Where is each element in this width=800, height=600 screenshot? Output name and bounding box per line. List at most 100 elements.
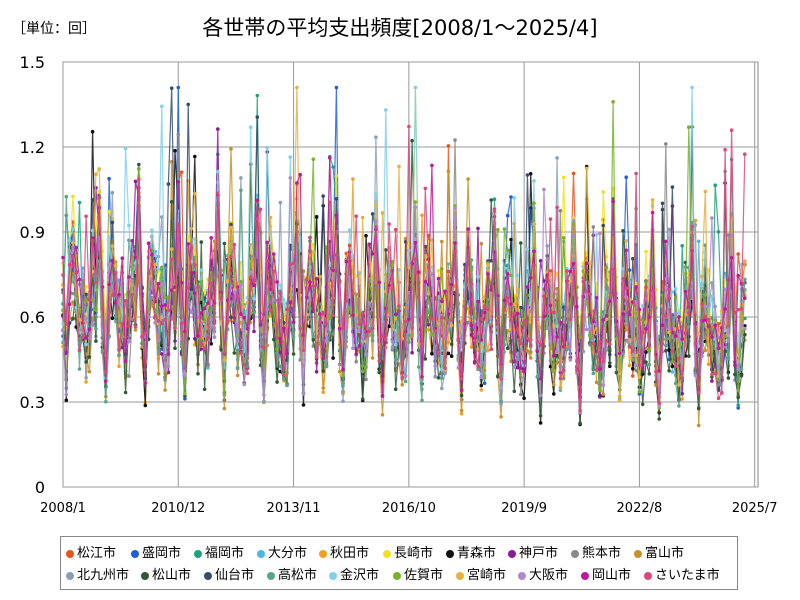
data-point: [120, 324, 125, 328]
data-point: [403, 374, 408, 378]
data-point: [393, 342, 398, 347]
data-point: [71, 254, 75, 259]
data-point: [710, 216, 714, 220]
data-point: [555, 156, 559, 160]
legend-item: 大阪市: [518, 564, 568, 583]
data-point: [321, 356, 326, 361]
data-point: [598, 395, 602, 399]
data-point: [667, 369, 671, 373]
data-point: [687, 324, 691, 329]
data-point: [71, 317, 75, 321]
data-point: [90, 322, 95, 326]
data-point: [459, 408, 464, 413]
data-point: [591, 371, 596, 376]
data-point: [235, 339, 240, 344]
data-point: [453, 138, 457, 142]
data-point: [670, 290, 675, 294]
data-point: [496, 227, 500, 232]
data-point: [499, 402, 503, 406]
data-point: [482, 361, 487, 365]
data-point: [311, 334, 316, 339]
data-point: [446, 144, 451, 148]
data-point: [202, 319, 207, 324]
data-point: [670, 364, 675, 369]
data-point: [229, 225, 233, 230]
data-point: [739, 307, 744, 311]
data-point: [183, 391, 187, 396]
data-point: [644, 320, 648, 325]
data-point: [166, 370, 171, 375]
data-point: [555, 287, 559, 291]
data-point: [578, 421, 582, 426]
data-point: [311, 250, 316, 254]
data-point: [548, 303, 553, 308]
data-point: [113, 270, 118, 275]
data-point: [466, 296, 470, 301]
data-point: [199, 240, 204, 244]
data-point: [321, 369, 326, 373]
data-point: [77, 367, 82, 371]
data-point: [252, 329, 256, 334]
data-point: [150, 300, 154, 305]
data-point: [657, 369, 661, 373]
data-point: [407, 248, 411, 253]
data-point: [584, 327, 589, 332]
data-point: [295, 230, 299, 234]
data-point: [84, 292, 88, 297]
data-point: [374, 225, 378, 229]
data-point: [469, 282, 474, 286]
data-point: [61, 255, 65, 260]
data-point: [680, 391, 684, 396]
data-point: [739, 367, 744, 372]
legend-marker: [329, 571, 337, 580]
data-point: [285, 351, 289, 356]
data-point: [393, 332, 398, 337]
data-point: [281, 326, 286, 331]
data-point: [696, 239, 701, 244]
data-point: [466, 257, 470, 262]
data-point: [644, 249, 648, 254]
data-point: [621, 267, 625, 271]
data-point: [571, 233, 576, 238]
data-point: [97, 195, 101, 200]
data-point: [552, 310, 556, 315]
data-point: [127, 324, 131, 328]
data-point: [252, 310, 256, 315]
data-point: [110, 316, 115, 321]
data-point: [143, 331, 148, 335]
data-point: [370, 252, 375, 256]
data-point: [255, 216, 260, 221]
data-point: [693, 373, 698, 378]
data-point: [611, 100, 615, 104]
data-point: [647, 362, 652, 367]
data-point: [196, 334, 200, 338]
legend-label: 熊本市: [582, 546, 622, 561]
data-point: [291, 261, 296, 266]
data-point: [505, 329, 510, 333]
data-point: [723, 147, 727, 152]
data-point: [166, 182, 171, 186]
data-point: [110, 220, 115, 225]
data-point: [558, 388, 563, 393]
data-point: [248, 275, 253, 280]
data-point: [723, 307, 727, 311]
data-point: [107, 176, 111, 181]
data-point: [426, 327, 431, 332]
data-point: [94, 280, 98, 285]
data-point: [252, 278, 256, 283]
data-point: [720, 391, 724, 395]
data-point: [440, 239, 444, 244]
data-point: [723, 349, 727, 353]
data-point: [614, 332, 619, 336]
data-point: [739, 373, 744, 378]
data-point: [318, 320, 322, 324]
data-point: [71, 194, 75, 199]
legend-label: 岡山市: [592, 568, 632, 583]
x-tick-label: 2008/1: [40, 501, 86, 516]
data-point: [548, 272, 553, 276]
data-point: [166, 308, 171, 313]
data-point: [351, 313, 355, 317]
data-point: [301, 403, 306, 407]
data-point: [482, 376, 487, 380]
data-point: [637, 389, 642, 394]
